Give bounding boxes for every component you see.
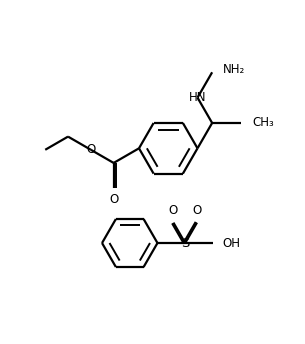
Text: O: O — [192, 204, 202, 217]
Text: O: O — [86, 143, 95, 156]
Text: NH₂: NH₂ — [223, 64, 245, 76]
Text: OH: OH — [222, 237, 240, 249]
Text: CH₃: CH₃ — [252, 117, 274, 129]
Text: S: S — [181, 237, 189, 249]
Text: HN: HN — [189, 91, 206, 104]
Text: O: O — [169, 204, 178, 217]
Text: O: O — [109, 193, 118, 206]
